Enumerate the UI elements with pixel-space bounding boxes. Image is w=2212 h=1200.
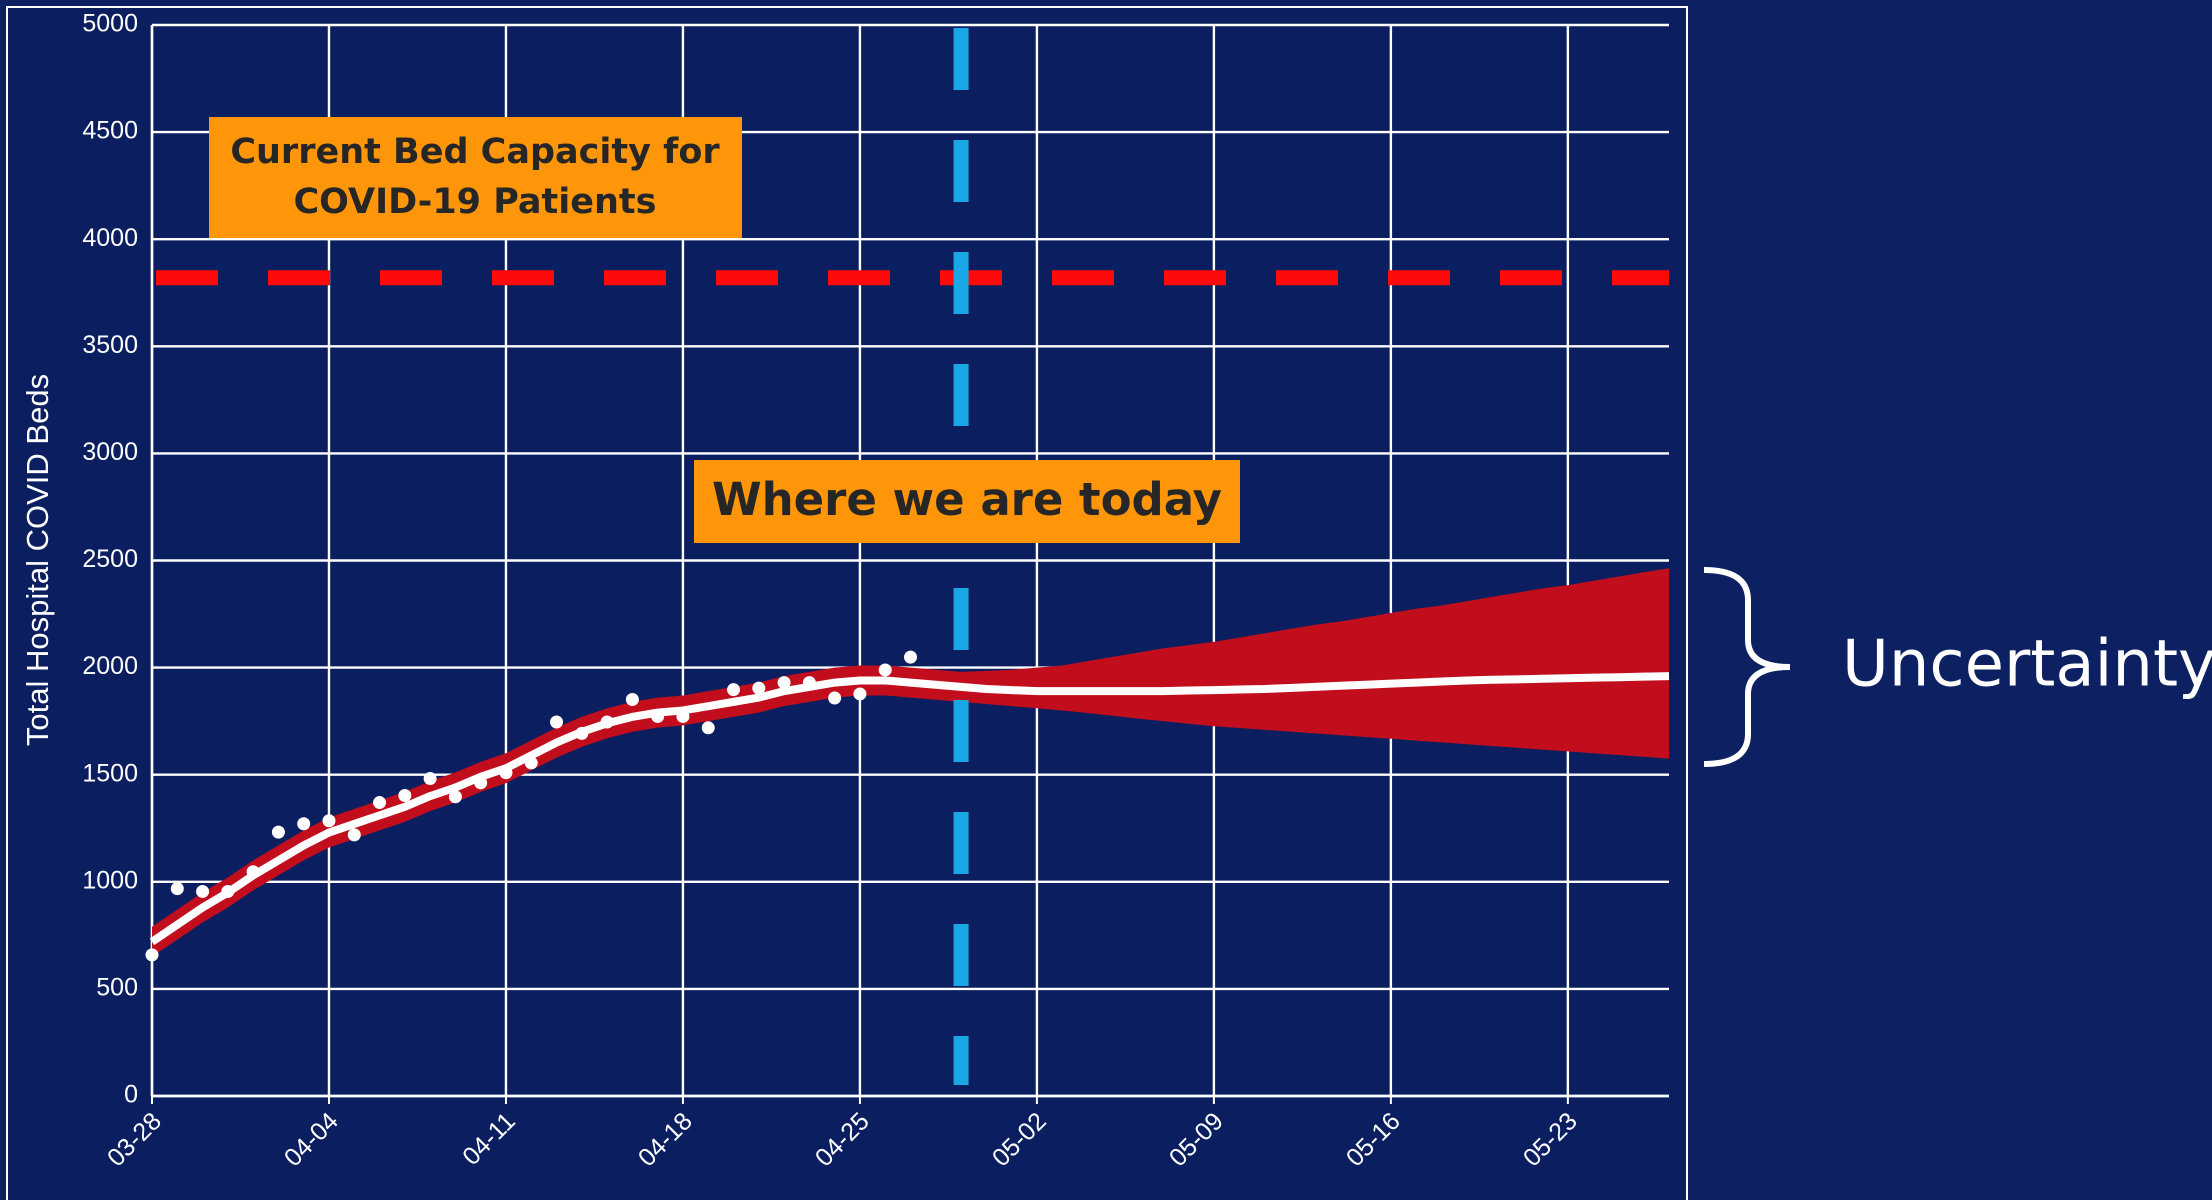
- y-tick-label: 2000: [82, 652, 138, 680]
- capacity-label: COVID-19 Patients: [293, 182, 656, 222]
- observed-point: [727, 683, 741, 697]
- observed-point: [701, 721, 715, 735]
- observed-point: [651, 709, 665, 723]
- y-tick-label: 1500: [82, 759, 138, 787]
- observed-point: [170, 882, 184, 896]
- uncertainty-label: Uncertainty: [1842, 628, 2212, 702]
- observed-point: [423, 772, 437, 786]
- annotations: Current Bed Capacity for COVID-19 Patient…: [156, 28, 2212, 1085]
- observed-point: [145, 948, 159, 962]
- observed-point: [878, 663, 892, 677]
- y-tick-label: 2500: [82, 545, 138, 573]
- observed-point: [347, 828, 361, 842]
- y-tick-label: 0: [124, 1081, 138, 1109]
- observed-point: [575, 726, 589, 740]
- y-tick-label: 500: [96, 974, 138, 1002]
- capacity-label: Current Bed Capacity for: [230, 132, 720, 172]
- observed-point: [271, 825, 285, 839]
- observed-point: [752, 681, 766, 695]
- y-tick-label: 3000: [82, 438, 138, 466]
- observed-point: [777, 676, 791, 690]
- y-tick-label: 5000: [82, 10, 138, 38]
- y-tick-label: 3500: [82, 331, 138, 359]
- observed-point: [373, 796, 387, 810]
- observed-point: [524, 756, 538, 770]
- observed-point: [550, 715, 564, 729]
- observed-point: [448, 790, 462, 804]
- y-tick-label: 4000: [82, 224, 138, 252]
- observed-point: [853, 687, 867, 701]
- observed-point: [196, 884, 210, 898]
- observed-point: [828, 691, 842, 705]
- model-line: [149, 672, 1670, 946]
- observed-point: [322, 814, 336, 828]
- observed-point: [904, 650, 917, 664]
- plot-data: [145, 568, 1670, 962]
- y-tick-label: 1000: [82, 866, 138, 894]
- uncertainty-band: [152, 568, 1669, 957]
- observed-point: [246, 865, 260, 879]
- observed-point: [802, 676, 816, 690]
- observed-point: [600, 715, 614, 729]
- observed-point: [499, 766, 513, 780]
- today-label: Where we are today: [712, 473, 1222, 526]
- observed-point: [625, 693, 639, 707]
- observed-point: [221, 884, 235, 898]
- y-tick-label: 4500: [82, 117, 138, 145]
- observed-point: [474, 776, 488, 790]
- capacity-label-box: [209, 117, 742, 238]
- observed-point: [297, 817, 311, 831]
- observed-point: [676, 709, 690, 723]
- y-axis-label: Total Hospital COVID Beds: [20, 374, 55, 746]
- today-label-box: [694, 460, 1240, 543]
- uncertainty-brace: [1703, 567, 1791, 767]
- observed-point: [398, 788, 412, 802]
